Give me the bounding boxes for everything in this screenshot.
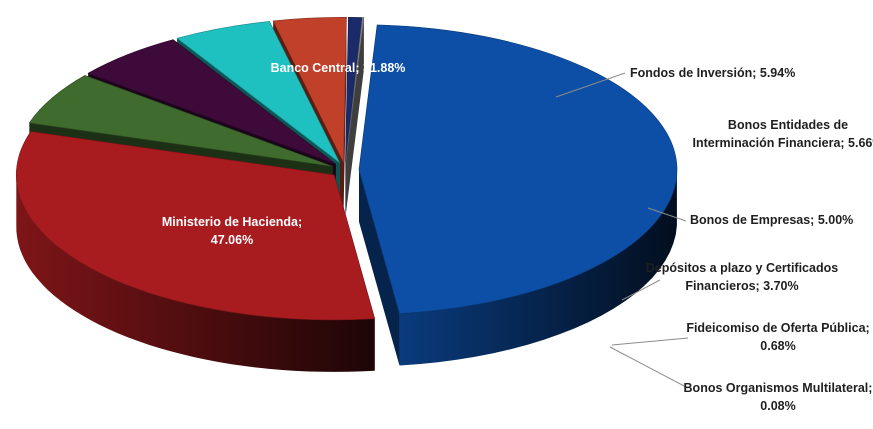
leader-line-depositos-a-plazo-y-certificados-financieros (621, 279, 661, 301)
data-label-fondos-de-inversion: Fondos de Inversión; 5.94% (630, 66, 795, 80)
data-label-banco-central: Banco Central; 31.88% (271, 61, 406, 75)
slice-depositos-a-plazo-y-certificados-financieros (272, 17, 347, 163)
data-label-fideicomiso-de-oferta-publica: Fideicomiso de Oferta Pública; 0.68% (686, 321, 869, 353)
leader-line-fideicomiso-de-oferta-publica (611, 337, 689, 346)
pie-tops (16, 17, 678, 321)
slice-side-banco-central (16, 173, 375, 372)
slice-bonos-de-empresas (176, 21, 341, 164)
data-label-ministerio-de-hacienda: Ministerio de Hacienda; 47.06% (162, 215, 302, 247)
data-label-depositos-a-plazo-y-certificados-financieros: Depósitos a plazo y Certificados Financie… (646, 261, 838, 293)
slice-fondos-de-inversion (28, 75, 333, 167)
slice-ministerio-de-hacienda (358, 24, 678, 314)
data-label-bonos-entidades-de-interminacion-financiera: Bonos Entidades de Interminación Financie… (692, 118, 873, 150)
data-labels: Banco Central; 31.88% Fondos de Inversión… (162, 61, 873, 413)
leader-line-fondos-de-inversion (555, 72, 626, 98)
slice-banco-central (16, 131, 376, 321)
slice-wall-ministerio-de-hacienda-1 (358, 169, 400, 366)
slice-bonos-entidades-de-interminacion-financiera (87, 39, 337, 165)
data-label-bonos-organismos-multilateral: Bonos Organismos Multilateral; 0.08% (684, 381, 873, 413)
leader-line-bonos-de-empresas (647, 207, 687, 222)
data-label-bonos-de-empresas: Bonos de Empresas; 5.00% (690, 213, 853, 227)
slice-bonos-organismos-multilateral (345, 17, 365, 163)
slice-fideicomiso-de-oferta-publica (345, 17, 363, 163)
slice-wall-bonos-organismos-multilateral-1 (345, 17, 364, 215)
leader-lines (555, 72, 689, 389)
slice-side-ministerio-de-hacienda (399, 173, 677, 366)
leader-line-bonos-organismos-multilateral (609, 346, 689, 389)
